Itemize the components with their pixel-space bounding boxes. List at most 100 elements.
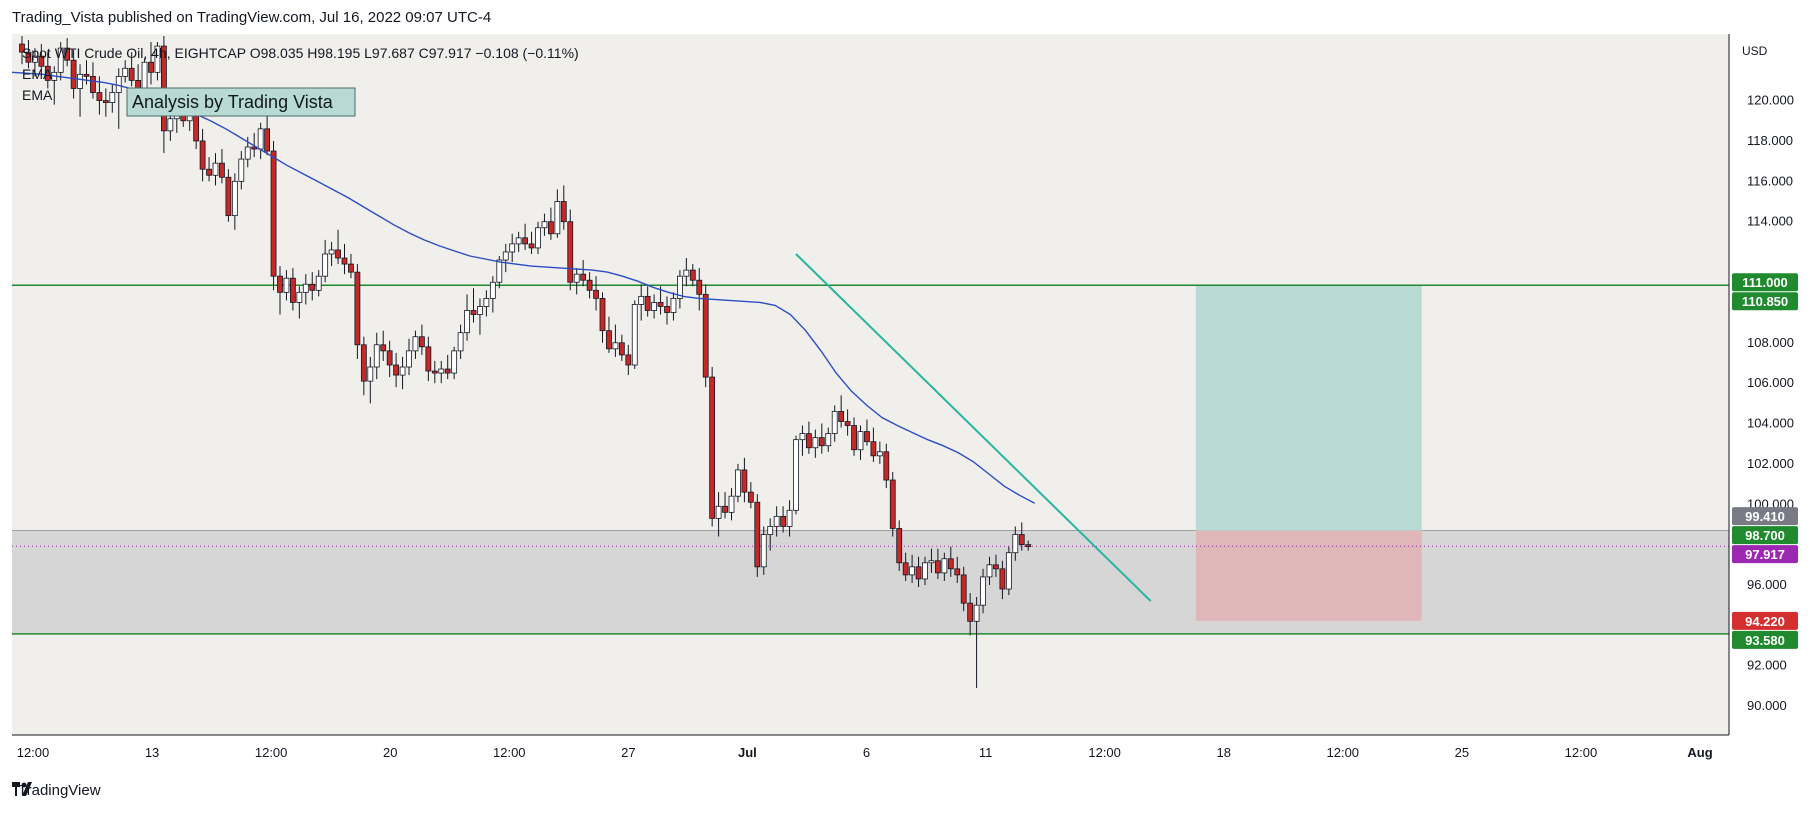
candle-body bbox=[283, 277, 290, 293]
candle-body bbox=[464, 310, 470, 334]
candle-body bbox=[44, 65, 51, 81]
candle-body bbox=[77, 73, 83, 89]
candle-body bbox=[122, 67, 129, 77]
candle-body bbox=[967, 602, 974, 622]
candle-body bbox=[154, 45, 161, 73]
annotation-text: Analysis by Trading Vista bbox=[132, 92, 334, 112]
candle-body bbox=[689, 269, 696, 281]
candle-body bbox=[644, 295, 651, 311]
support-zone bbox=[12, 530, 1729, 634]
stop-area bbox=[1195, 530, 1422, 621]
candle-body bbox=[489, 281, 496, 299]
x-tick-label: 12:00 bbox=[493, 745, 526, 760]
candle-body bbox=[496, 259, 503, 283]
candle-body bbox=[844, 421, 851, 426]
candle-body bbox=[651, 302, 657, 311]
position-tool-layer[interactable] bbox=[1195, 285, 1422, 621]
candle-body bbox=[167, 118, 174, 132]
candle-body bbox=[902, 562, 909, 576]
price-label-badge bbox=[1732, 630, 1798, 649]
candle-body bbox=[696, 279, 703, 295]
price-label-badge bbox=[1732, 526, 1798, 545]
candle-body bbox=[1018, 534, 1025, 546]
price-label-badge bbox=[1732, 545, 1798, 564]
candle-body bbox=[960, 574, 967, 604]
candle-body bbox=[741, 469, 748, 493]
x-tick-label: 20 bbox=[383, 745, 397, 760]
candle-body bbox=[941, 558, 948, 574]
candle-body bbox=[728, 495, 735, 513]
candle-body bbox=[702, 293, 709, 378]
price-label-badge bbox=[1732, 273, 1798, 292]
candle-body bbox=[709, 376, 716, 519]
price-label-badge bbox=[1732, 611, 1798, 630]
candle-body bbox=[806, 433, 812, 449]
candle-body bbox=[670, 297, 677, 313]
candle-body bbox=[735, 469, 741, 497]
candle-body bbox=[83, 73, 90, 77]
price-label-text: 97.917 bbox=[1745, 547, 1785, 562]
y-tick-label: 90.000 bbox=[1747, 698, 1787, 713]
y-tick-label: 114.000 bbox=[1747, 214, 1793, 229]
candle-body bbox=[548, 221, 554, 235]
candle-body bbox=[1005, 552, 1012, 590]
x-tick-label: 27 bbox=[621, 745, 635, 760]
candle-body bbox=[277, 275, 283, 293]
candle-body bbox=[141, 61, 148, 91]
candle-body bbox=[657, 302, 664, 307]
candle-body bbox=[677, 275, 683, 299]
candle-body bbox=[109, 92, 116, 104]
price-label-badge bbox=[1732, 292, 1798, 311]
candle-body bbox=[954, 568, 961, 576]
candle-body bbox=[32, 55, 38, 63]
candle-body bbox=[883, 451, 890, 481]
candle-body bbox=[593, 289, 599, 299]
candle-body bbox=[509, 243, 516, 253]
candle-body bbox=[986, 564, 993, 578]
candle-body bbox=[889, 479, 896, 529]
x-tick-label: 18 bbox=[1216, 745, 1230, 760]
candle-body bbox=[773, 515, 780, 527]
candle-body bbox=[199, 140, 206, 170]
candle-body bbox=[515, 237, 522, 245]
y-tick-label: 96.000 bbox=[1747, 577, 1787, 592]
x-tick-label: 11 bbox=[979, 745, 993, 760]
candle-body bbox=[573, 273, 580, 283]
candle-body bbox=[973, 604, 980, 622]
candle-body bbox=[418, 336, 425, 348]
price-label-text: 94.220 bbox=[1745, 614, 1785, 629]
candle-body bbox=[825, 433, 832, 447]
candle-body bbox=[857, 431, 864, 451]
candle-body bbox=[580, 273, 587, 281]
x-tick-label: Jul bbox=[738, 745, 757, 760]
y-tick-label: 106.000 bbox=[1747, 375, 1794, 390]
candle-body bbox=[425, 346, 432, 372]
annotation-box[interactable] bbox=[126, 87, 356, 117]
candle-body bbox=[90, 75, 96, 93]
candle-body bbox=[64, 47, 71, 61]
candle-body bbox=[380, 344, 387, 352]
candle-body bbox=[19, 43, 25, 53]
candle-body bbox=[244, 146, 251, 160]
y-tick-label: 102.000 bbox=[1747, 456, 1794, 471]
candle-body bbox=[322, 253, 329, 277]
candle-body bbox=[393, 364, 400, 376]
candle-body bbox=[302, 283, 309, 293]
candle-body bbox=[341, 257, 348, 265]
trendline-layer[interactable] bbox=[795, 253, 1152, 602]
candle-body bbox=[399, 366, 406, 376]
candle-body bbox=[354, 271, 361, 346]
candle-body bbox=[289, 277, 296, 303]
candle-body bbox=[638, 295, 645, 305]
candle-body bbox=[25, 51, 32, 63]
x-tick-label: 13 bbox=[145, 745, 159, 760]
candle-body bbox=[264, 128, 271, 152]
y-tick-label: 118.000 bbox=[1747, 133, 1793, 148]
price-label-text: 93.580 bbox=[1745, 633, 1785, 648]
x-tick-label: 12:00 bbox=[1565, 745, 1598, 760]
candle-body bbox=[554, 201, 561, 235]
footer-brand[interactable]: TradingView bbox=[12, 782, 101, 799]
price-labels-layer: 111.000 110.850 99.410 98.700 97.917 94.220 93… bbox=[1732, 273, 1798, 649]
candle-body bbox=[606, 330, 612, 350]
